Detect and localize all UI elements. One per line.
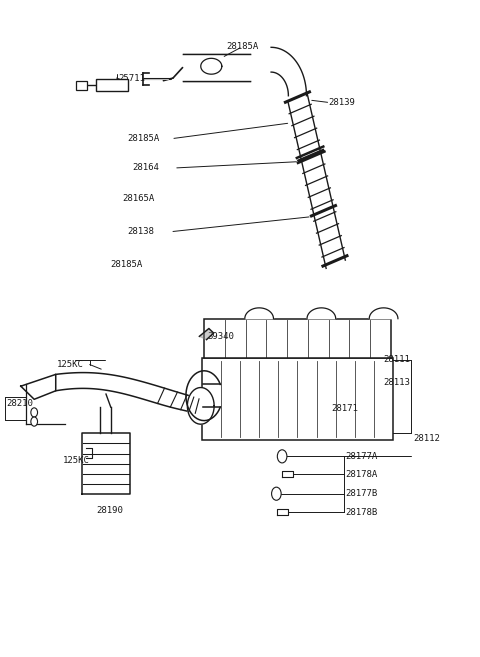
Text: 28177A: 28177A	[345, 452, 378, 461]
Text: 28164: 28164	[132, 164, 159, 172]
Text: 28165A: 28165A	[123, 194, 155, 203]
Polygon shape	[288, 93, 345, 268]
Text: 28178B: 28178B	[345, 508, 378, 516]
Polygon shape	[187, 388, 214, 424]
Text: 28177B: 28177B	[345, 489, 378, 498]
Bar	[76, 81, 87, 90]
Text: 28139: 28139	[328, 98, 355, 107]
Polygon shape	[100, 407, 111, 434]
Circle shape	[31, 408, 37, 417]
Text: 39340: 39340	[207, 332, 234, 341]
Polygon shape	[21, 374, 56, 399]
Polygon shape	[56, 373, 206, 417]
Text: 28178A: 28178A	[345, 470, 378, 478]
Text: 28171: 28171	[331, 404, 358, 413]
Circle shape	[272, 487, 281, 500]
Bar	[202, 358, 393, 440]
Polygon shape	[82, 434, 130, 493]
Polygon shape	[271, 47, 306, 96]
Text: 125KC: 125KC	[57, 360, 84, 369]
Circle shape	[277, 450, 287, 463]
Polygon shape	[201, 58, 222, 74]
Text: 28190: 28190	[96, 507, 123, 515]
Polygon shape	[245, 308, 274, 319]
Text: 28185A: 28185A	[226, 42, 259, 51]
Text: 28185A: 28185A	[128, 134, 160, 143]
Polygon shape	[307, 308, 336, 319]
Text: 28210: 28210	[6, 399, 33, 409]
Text: 25711: 25711	[118, 74, 145, 83]
Polygon shape	[199, 328, 214, 340]
Text: 28112: 28112	[413, 434, 440, 443]
Text: 125KC: 125KC	[63, 457, 90, 465]
Text: 28138: 28138	[128, 227, 155, 236]
Text: 28113: 28113	[384, 378, 410, 387]
Bar	[96, 79, 128, 91]
Circle shape	[31, 417, 37, 426]
Polygon shape	[369, 308, 398, 319]
Polygon shape	[182, 54, 250, 81]
Bar	[204, 319, 391, 358]
Text: 28185A: 28185A	[110, 260, 142, 269]
Text: 28111: 28111	[384, 355, 410, 365]
